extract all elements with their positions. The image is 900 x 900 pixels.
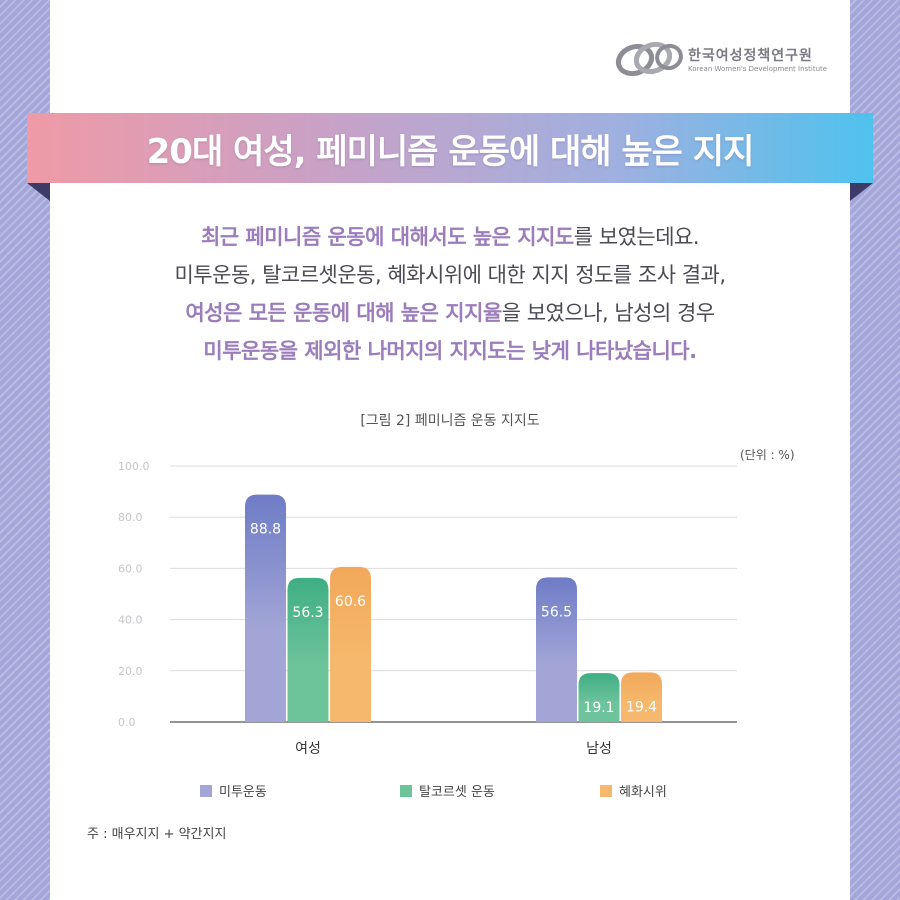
legend-label-corset: 탈코르셋 운동 — [419, 785, 495, 800]
bar — [287, 577, 329, 722]
data-label: 60.6 — [335, 594, 366, 610]
legend-swatch-metoo — [200, 784, 212, 797]
bar — [330, 566, 371, 722]
bar — [536, 577, 577, 722]
chart-title: [그림 2] 페미니즘 운동 지지도 — [360, 413, 540, 429]
y-tick-label: 20.0 — [118, 665, 143, 678]
description-highlight-1: 최근 페미니즘 운동에 대해서도 높은 지지도 — [200, 225, 574, 249]
x-category-label: 남성 — [586, 741, 612, 757]
description: 최근 페미니즘 운동에 대해서도 높은 지지도를 보였는데요. 미투운동, 탈코… — [90, 218, 810, 370]
y-tick-label: 60.0 — [118, 562, 143, 575]
description-highlight-3: 여성은 모든 운동에 대해 높은 지지율 — [185, 301, 502, 325]
chart-note: 주 : 매우지지 + 약간지지 — [87, 827, 227, 842]
title-banner: 20대 여성, 페미니즘 운동에 대해 높은 지지 — [27, 113, 873, 183]
x-category-label: 여성 — [295, 741, 321, 757]
legend-item-hyehwa: 혜화시위 — [600, 781, 667, 800]
description-line-2: 미투운동, 탈코르셋운동, 혜화시위에 대한 지지 정도를 조사 결과, — [174, 263, 726, 287]
logo-subtitle: Korean Women's Development Institute — [688, 65, 828, 73]
description-text-3: 을 보였으나, 남성의 경우 — [501, 301, 715, 325]
description-highlight-4: 미투운동을 제외한 나머지의 지지도는 낮게 나타났습니다. — [203, 339, 697, 363]
legend-swatch-corset — [400, 784, 412, 797]
legend-label-hyehwa: 혜화시위 — [619, 785, 667, 800]
data-label: 19.4 — [626, 699, 657, 715]
legend-item-corset: 탈코르셋 운동 — [400, 781, 495, 800]
description-line-3: 여성은 모든 운동에 대해 높은 지지율을 보였으나, 남성의 경우 — [90, 294, 810, 332]
legend-label-metoo: 미투운동 — [219, 785, 267, 800]
banner-fold-right — [850, 183, 873, 201]
banner-fold-left — [27, 183, 50, 201]
description-line-4: 미투운동을 제외한 나머지의 지지도는 낮게 나타났습니다. — [90, 332, 810, 370]
bar — [578, 673, 620, 722]
legend-item-metoo: 미투운동 — [200, 781, 267, 800]
description-line-1: 최근 페미니즘 운동에 대해서도 높은 지지도를 보였는데요. — [90, 218, 810, 256]
logo-name: 한국여성정책연구원 — [688, 48, 813, 64]
y-tick-label: 80.0 — [118, 511, 143, 524]
data-label: 19.1 — [583, 700, 614, 716]
bar — [245, 494, 286, 722]
y-tick-label: 100.0 — [118, 460, 150, 473]
description-text-1: 를 보였는데요. — [573, 225, 700, 249]
kwdi-logo: 한국여성정책연구원 Korean Women's Development Ins… — [615, 40, 828, 80]
data-label: 56.3 — [292, 605, 323, 621]
chart-unit-label: (단위 : %) — [740, 448, 795, 462]
legend-swatch-hyehwa — [600, 784, 612, 797]
y-tick-label: 0.0 — [118, 716, 136, 729]
data-label: 56.5 — [541, 604, 572, 620]
data-label: 88.8 — [250, 522, 281, 538]
bar — [621, 672, 662, 722]
banner-title: 20대 여성, 페미니즘 운동에 대해 높은 지지 — [146, 131, 755, 172]
y-tick-label: 40.0 — [118, 614, 143, 627]
kwdi-logo-icon — [615, 42, 683, 76]
